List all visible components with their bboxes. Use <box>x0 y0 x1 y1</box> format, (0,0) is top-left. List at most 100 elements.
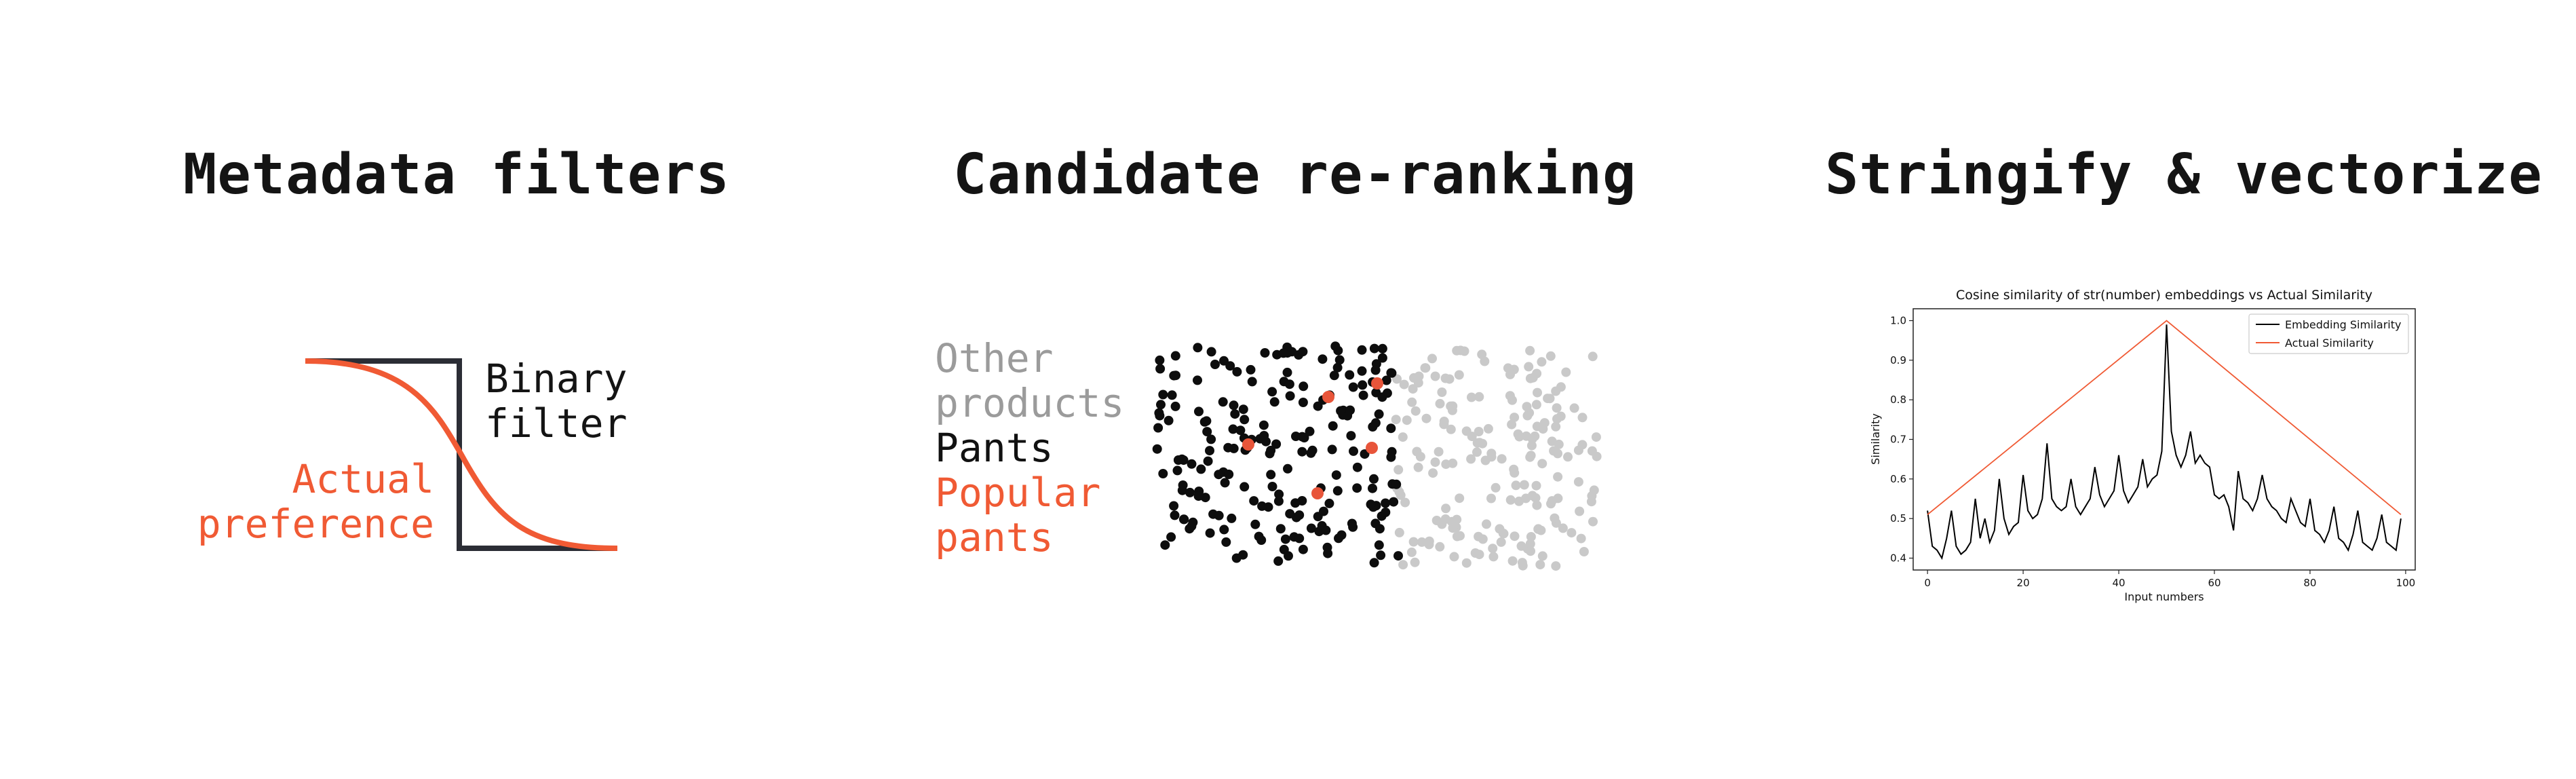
pants-dot <box>1249 496 1259 506</box>
y-tick-label: 0.9 <box>1890 354 1906 366</box>
pants-dot <box>1158 390 1168 400</box>
other-product-dot <box>1449 552 1459 562</box>
binary-filter-label: Binary filter <box>485 356 628 446</box>
pants-dot <box>1369 474 1379 484</box>
pants-dot <box>1269 397 1280 407</box>
other-product-dot <box>1452 514 1462 525</box>
other-product-dot <box>1474 392 1484 402</box>
pants-dot <box>1206 434 1216 444</box>
other-product-dot <box>1394 527 1404 537</box>
other-product-dot <box>1480 356 1490 366</box>
other-product-dot <box>1525 373 1535 383</box>
pants-dot <box>1202 416 1212 426</box>
pants-dot <box>1298 544 1308 554</box>
other-product-dot <box>1563 452 1573 462</box>
other-product-dot <box>1413 462 1423 472</box>
other-product-dot <box>1455 531 1465 541</box>
pants-dot <box>1164 415 1174 425</box>
other-product-dot <box>1398 560 1408 570</box>
other-product-dot <box>1488 544 1498 554</box>
pants-dot <box>1366 499 1376 510</box>
other-product-dot <box>1446 424 1456 434</box>
pants-dot <box>1171 370 1180 381</box>
other-product-dot <box>1517 558 1527 568</box>
pants-dot <box>1155 411 1165 421</box>
other-product-dot <box>1408 537 1419 547</box>
other-product-dot <box>1525 539 1535 549</box>
pants-dot <box>1247 377 1257 387</box>
pants-dot <box>1235 425 1246 436</box>
legend-pants: Pants <box>935 425 1054 471</box>
popular-pants-dot <box>1311 487 1324 499</box>
y-tick-label: 1.0 <box>1890 315 1906 327</box>
other-product-dot <box>1537 551 1547 561</box>
legend-popular-line2: pants <box>935 514 1054 560</box>
pants-dot <box>1321 525 1331 535</box>
pants-dot <box>1287 347 1297 357</box>
y-tick-label: 0.6 <box>1890 473 1906 485</box>
pants-dot <box>1305 426 1315 436</box>
other-product-dot <box>1407 397 1417 407</box>
pants-dot <box>1369 558 1379 568</box>
pants-dot <box>1170 401 1180 411</box>
other-product-dot <box>1577 413 1588 423</box>
pants-dot <box>1158 469 1168 478</box>
pants-dot <box>1193 375 1202 385</box>
pants-dot <box>1206 347 1216 357</box>
other-product-dot <box>1527 434 1537 444</box>
pants-dot <box>1193 491 1204 501</box>
legend-box <box>2248 314 2409 354</box>
pants-dot <box>1169 501 1179 511</box>
pants-dot <box>1346 431 1356 441</box>
pants-dot <box>1357 366 1367 376</box>
other-product-dot <box>1466 454 1476 464</box>
other-product-dot <box>1556 382 1566 392</box>
pants-dot <box>1203 456 1213 466</box>
pants-dot <box>1328 421 1338 431</box>
pants-dot <box>1224 470 1234 479</box>
pants-dot <box>1202 427 1212 437</box>
pants-dot <box>1214 510 1224 520</box>
actual-preference-label: Actual preference <box>190 457 434 546</box>
pants-dot <box>1193 343 1203 353</box>
x-tick-label: 20 <box>2017 577 2030 589</box>
embedding-similarity-line <box>1927 324 2402 560</box>
other-product-dot <box>1532 500 1542 510</box>
pants-dot <box>1178 480 1188 490</box>
other-product-dot <box>1551 421 1561 432</box>
pants-dot <box>1319 506 1328 516</box>
other-product-dot <box>1399 379 1409 390</box>
other-product-dot <box>1514 432 1524 442</box>
other-product-dot <box>1420 363 1430 373</box>
pants-dot <box>1156 400 1166 410</box>
other-product-dot <box>1526 546 1535 556</box>
other-product-dot <box>1507 419 1517 430</box>
other-product-dot <box>1435 542 1445 552</box>
other-product-dot <box>1491 482 1501 493</box>
other-product-dot <box>1448 523 1458 533</box>
pants-dot <box>1349 446 1358 456</box>
pants-dot <box>1348 522 1358 532</box>
pants-dot <box>1284 379 1294 390</box>
legend-other-line1: Other <box>935 335 1054 381</box>
other-product-dot <box>1444 374 1455 384</box>
pants-dot <box>1219 356 1229 366</box>
other-product-dot <box>1550 513 1560 523</box>
other-product-dot <box>1472 447 1482 457</box>
y-tick-label: 0.7 <box>1890 434 1906 446</box>
pants-dot <box>1185 487 1195 497</box>
pants-dot <box>1155 355 1165 365</box>
pants-dot <box>1377 343 1387 354</box>
x-tick-label: 0 <box>1924 577 1931 589</box>
other-product-dot <box>1545 394 1555 404</box>
pants-dot <box>1357 345 1367 355</box>
chart-title: Cosine similarity of str(number) embeddi… <box>1956 288 2372 303</box>
other-product-dot <box>1410 557 1420 567</box>
other-product-dot <box>1535 560 1545 570</box>
pants-dot <box>1166 532 1176 542</box>
pants-dot <box>1250 519 1261 529</box>
other-product-dot <box>1592 451 1602 461</box>
other-product-dot <box>1428 468 1438 478</box>
pants-dot <box>1334 533 1343 544</box>
other-product-dot <box>1413 378 1423 388</box>
